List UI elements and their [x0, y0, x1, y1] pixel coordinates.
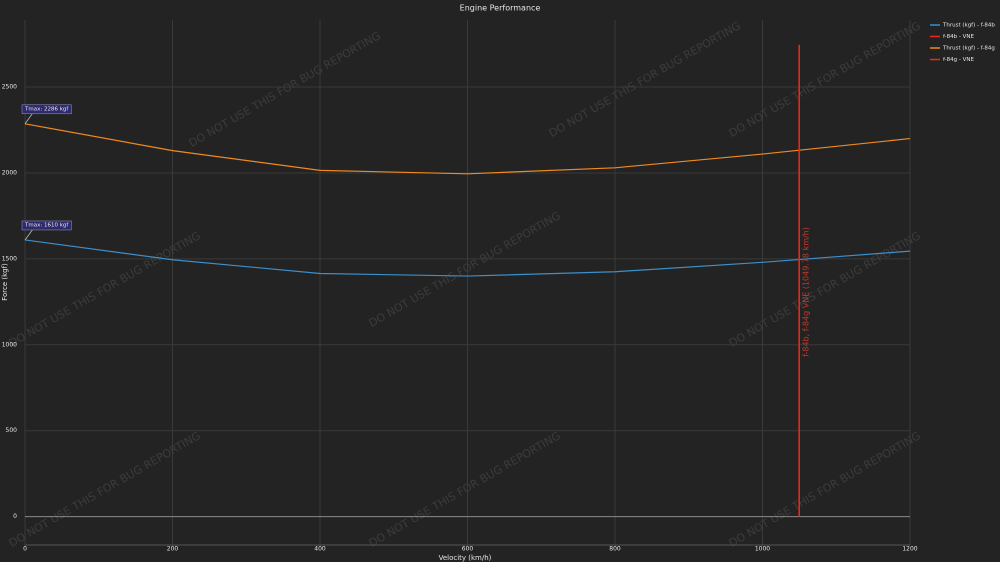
chart-title: Engine Performance [460, 4, 541, 13]
x-axis-label: Velocity (km/h) [439, 554, 492, 562]
y-axis-label: Force (kgf) [1, 263, 9, 301]
series-line [24, 239, 911, 277]
annotation-text: Tmax: 1610 kgf [24, 222, 69, 228]
watermark: DO NOT USE THIS FOR BUG REPORTING [7, 429, 203, 550]
annotation-arrow [24, 228, 34, 241]
legend-label[interactable]: Thrust (kgf) - f-84g [942, 46, 995, 52]
watermark: DO NOT USE THIS FOR BUG REPORTING [7, 229, 203, 350]
legend-label[interactable]: Thrust (kgf) - f-84b [942, 23, 995, 29]
legend-label[interactable]: f-84g - VNE [943, 57, 974, 63]
watermark: DO NOT USE THIS FOR BUG REPORTING [727, 229, 923, 350]
y-tick-label: 1000 [2, 341, 17, 348]
annotation-arrow [24, 112, 34, 125]
vne-label: f-84b, f-84g VNE (1049.78 km/h) [802, 227, 811, 357]
x-tick-label: 1000 [755, 546, 770, 553]
x-tick-label: 400 [314, 546, 326, 553]
x-tick-label: 600 [462, 546, 474, 553]
watermark: DO NOT USE THIS FOR BUG REPORTING [187, 29, 383, 150]
x-tick-label: 0 [23, 546, 27, 553]
annotation-box [21, 220, 72, 231]
watermark: DO NOT USE THIS FOR BUG REPORTING [367, 429, 563, 550]
watermark: DO NOT USE THIS FOR BUG REPORTING [727, 19, 923, 140]
annotation: Tmax: 1610 kgf [21, 220, 72, 231]
y-tick-label: 1500 [2, 255, 17, 262]
x-tick-label: 1200 [902, 546, 917, 553]
watermark: DO NOT USE THIS FOR BUG REPORTING [547, 19, 743, 140]
x-tick-label: 200 [167, 546, 179, 553]
y-tick-label: 2500 [2, 84, 17, 91]
annotation-text: Tmax: 2286 kgf [24, 106, 69, 112]
watermark: DO NOT USE THIS FOR BUG REPORTING [367, 209, 563, 330]
watermark: DO NOT USE THIS FOR BUG REPORTING [727, 429, 923, 550]
y-tick-label: 0 [13, 513, 17, 520]
annotation-box [21, 104, 72, 115]
series-line [24, 123, 911, 175]
legend-label[interactable]: f-84b - VNE [943, 34, 974, 40]
y-tick-label: 2000 [2, 169, 17, 176]
y-tick-label: 500 [6, 427, 18, 434]
annotation: Tmax: 2286 kgf [21, 104, 72, 115]
x-tick-label: 800 [609, 546, 621, 553]
